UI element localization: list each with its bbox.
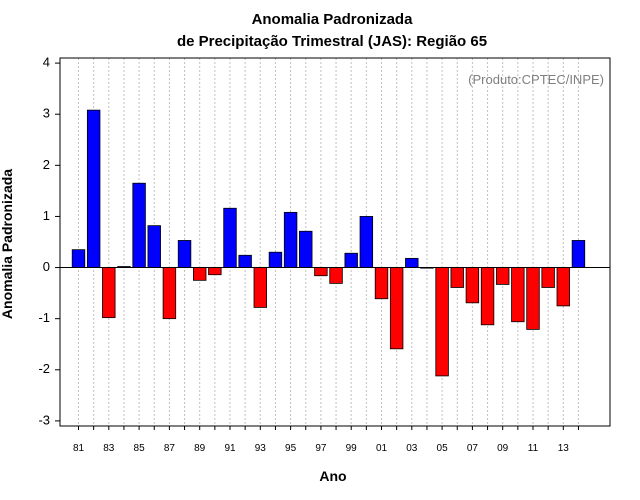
bar-1988	[177, 240, 192, 268]
y-axis-label: Anomalia Padronizada	[0, 169, 15, 319]
bar-1999	[344, 252, 358, 268]
bar-2007	[465, 267, 480, 304]
x-tick-label: 03	[406, 443, 418, 454]
y-tick-label: 3	[43, 106, 50, 121]
x-tick-label: 05	[437, 443, 449, 454]
bar-2008	[480, 267, 495, 326]
x-tick-label: 89	[194, 443, 206, 454]
bar-1991	[223, 207, 237, 268]
bars-layer	[71, 109, 586, 377]
x-tick-label: 13	[558, 443, 570, 454]
plot-frame	[59, 57, 611, 427]
x-tick-label: 01	[376, 443, 388, 454]
bar-1987	[162, 267, 177, 320]
bar-2003	[405, 257, 419, 268]
bar-2013	[556, 267, 571, 307]
y-tick-label: -3	[38, 412, 50, 427]
bar-1983	[102, 267, 116, 319]
bar-2001	[374, 267, 389, 300]
x-tick-label: 87	[164, 443, 176, 454]
y-tick-label: 0	[43, 259, 50, 274]
bar-2012	[541, 267, 555, 288]
chart-title-line2: de Precipitação Trimestral (JAS): Região…	[177, 33, 487, 50]
x-tick-label: 99	[346, 443, 358, 454]
y-tick-label: 4	[43, 55, 50, 70]
bar-1982	[86, 109, 101, 268]
x-tick-label: 85	[134, 443, 146, 454]
bar-1990	[208, 267, 222, 276]
x-tick-label: 09	[497, 443, 509, 454]
y-axis: -3 -2 -1 0 1 2 3 4	[38, 55, 60, 427]
x-tick-label: 83	[103, 443, 115, 454]
x-tick-label: 97	[315, 443, 327, 454]
bar-1989	[192, 267, 207, 281]
credit-text: (Produto:CPTEC/INPE)	[468, 72, 604, 87]
bar-1986	[147, 225, 161, 268]
y-tick-label: -1	[38, 310, 50, 325]
x-tick-label: 95	[285, 443, 297, 454]
bar-1981	[71, 249, 86, 268]
bar-2000	[359, 216, 374, 268]
bar-2014	[571, 240, 586, 268]
bar-1993	[253, 267, 268, 308]
bar-1998	[329, 267, 343, 284]
bar-2006	[450, 267, 464, 288]
y-tick-label: 1	[43, 208, 50, 223]
x-tick-label: 91	[224, 443, 236, 454]
x-tick-label: 11	[528, 443, 539, 454]
y-tick-label: 2	[43, 157, 50, 172]
bar-2009	[495, 267, 510, 285]
x-tick-label: 07	[467, 443, 479, 454]
bar-1992	[238, 254, 252, 268]
x-axis-label: Ano	[319, 468, 346, 484]
x-axis: 81 83 85 87 89 91 93 95 97 99 01 03 05 07 09 11 13	[73, 426, 579, 454]
bar-1995	[283, 211, 298, 268]
bar-1994	[268, 251, 283, 268]
bar-1996	[299, 230, 313, 268]
bar-2002	[389, 267, 404, 350]
y-tick-label: -2	[38, 361, 50, 376]
x-tick-label: 93	[255, 443, 267, 454]
bar-2011	[526, 267, 540, 330]
bar-1985	[132, 182, 146, 268]
bar-2010	[511, 267, 525, 323]
x-tick-label: 81	[73, 443, 85, 454]
bar-1997	[314, 267, 328, 277]
chart-title-line1: Anomalia Padronizada	[252, 11, 414, 28]
bar-2005	[435, 267, 449, 377]
